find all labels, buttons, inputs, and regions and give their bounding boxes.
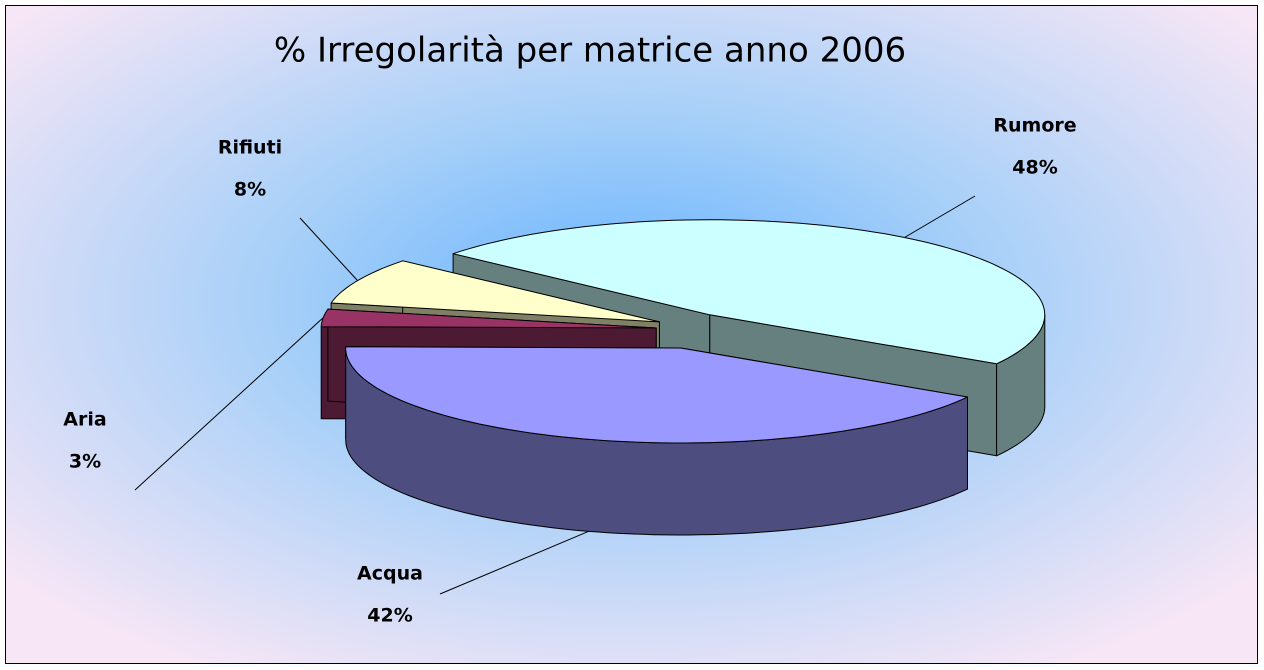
data-label-value: 8% — [234, 179, 266, 201]
chart-title: % Irregolarità per matrice anno 2006 — [274, 31, 906, 71]
data-label-value: 48% — [1012, 157, 1057, 179]
leader-line — [299, 217, 358, 281]
leader-line — [904, 195, 976, 238]
data-label-value: 3% — [69, 451, 101, 473]
data-label-name: Rifiuti — [218, 137, 282, 159]
data-label-name: Aria — [63, 409, 106, 431]
slice — [345, 346, 968, 444]
leader-line — [439, 530, 589, 595]
leader-line — [134, 317, 324, 491]
slice — [330, 260, 660, 323]
slice — [345, 346, 968, 536]
data-label-name: Acqua — [357, 563, 423, 585]
data-label-value: 42% — [367, 605, 412, 627]
data-label-name: Rumore — [993, 115, 1076, 137]
